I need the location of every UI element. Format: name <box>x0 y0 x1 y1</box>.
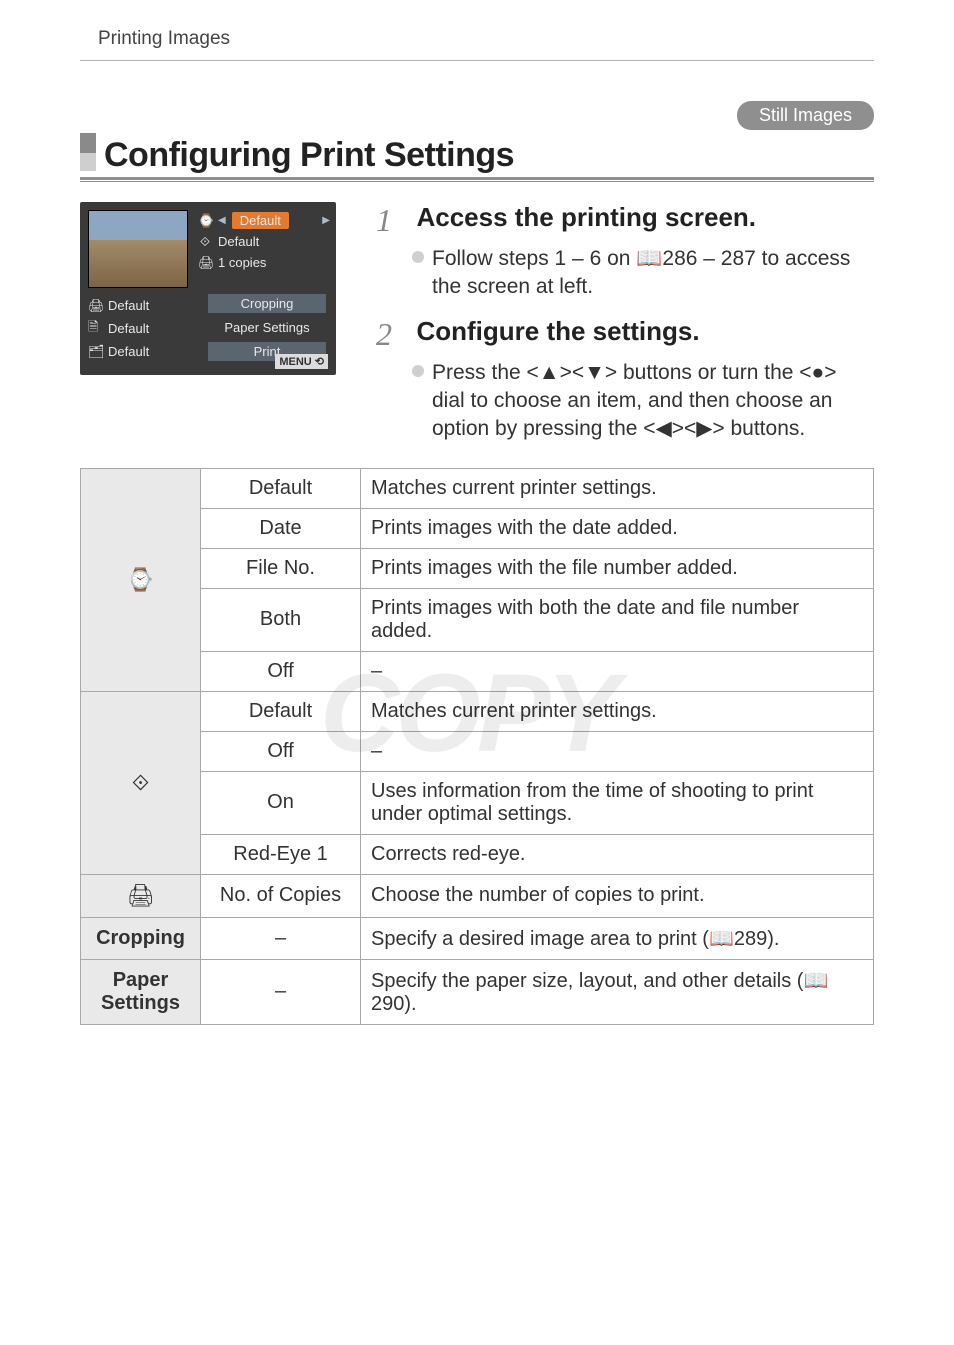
table-cell-desc: Prints images with the file number added… <box>361 548 874 588</box>
table-cell-desc: Specify the paper size, layout, and othe… <box>361 959 874 1024</box>
table-cell-label: Default <box>201 468 361 508</box>
shot-row-copies: 🖨 1 copies <box>198 252 330 273</box>
clock-icon: ⌚ <box>198 213 212 229</box>
shot-left-row-1: 🖨 Default <box>88 294 149 317</box>
step-1-title: Access the printing screen. <box>416 202 756 232</box>
table-cell-desc: Uses information from the time of shooti… <box>361 771 874 834</box>
breadcrumb: Printing Images <box>98 28 874 50</box>
header-rule <box>80 60 874 61</box>
table-cell-label: Default <box>201 691 361 731</box>
table-cell-desc: – <box>361 731 874 771</box>
table-cell-desc: Prints images with both the date and fil… <box>361 588 874 651</box>
table-cell-desc: Corrects red-eye. <box>361 834 874 874</box>
print-screen-mockup: ⌚ ◀ Default ▶ ⟐ Default 🖨 1 copies 🖨 Def… <box>80 202 336 375</box>
table-cell-label: – <box>201 959 361 1024</box>
table-group-2-icon: ⟐ <box>81 691 201 874</box>
table-group-1-icon: ⌚ <box>81 468 201 691</box>
instructions: 1 Access the printing screen. Follow ste… <box>376 202 874 444</box>
table-cell-label: On <box>201 771 361 834</box>
table-cell-desc: – <box>361 651 874 691</box>
section-title-row: Configuring Print Settings <box>80 136 874 175</box>
shot-menu: MENU <box>275 354 328 369</box>
table-cell-desc: Prints images with the date added. <box>361 508 874 548</box>
shot-btn-paper: Paper Settings <box>208 318 326 337</box>
table-cell-desc: Specify a desired image area to print (📖… <box>361 917 874 959</box>
table-group-3-icon: 🖨 <box>81 874 201 917</box>
table-cell-label: Off <box>201 731 361 771</box>
section-underline <box>80 177 874 182</box>
table-cell-label: Date <box>201 508 361 548</box>
table-cell-label: Red-Eye 1 <box>201 834 361 874</box>
step-2-bullet: Press the <▲><▼> buttons or turn the <●>… <box>412 359 874 444</box>
step-2-num: 2 <box>376 316 412 353</box>
section-marker <box>80 133 96 171</box>
shot-btn-cropping: Cropping <box>208 294 326 313</box>
step-2-title: Configure the settings. <box>416 316 699 346</box>
shot-left-row-3: 🗂 Default <box>88 340 149 363</box>
table-cell-desc: Matches current printer settings. <box>361 468 874 508</box>
shot-row-date: ⌚ ◀ Default ▶ <box>198 210 330 231</box>
table-cell-label: – <box>201 917 361 959</box>
bullet-icon <box>412 365 424 377</box>
step-1-num: 1 <box>376 202 412 239</box>
table-cell-label: File No. <box>201 548 361 588</box>
table-cell-desc: Choose the number of copies to print. <box>361 874 874 917</box>
bullet-icon <box>412 251 424 263</box>
copies-icon: 🖨 <box>198 255 212 271</box>
table-cell-label: Both <box>201 588 361 651</box>
shot-row-optimize: ⟐ Default <box>198 231 330 252</box>
options-table: ⌚ Default Matches current printer settin… <box>80 468 874 1025</box>
table-cell-desc: Matches current printer settings. <box>361 691 874 731</box>
optimize-icon: ⟐ <box>198 234 212 250</box>
thumbnail <box>88 210 188 288</box>
table-cell-label: No. of Copies <box>201 874 361 917</box>
table-header-cropping: Cropping <box>81 917 201 959</box>
table-header-paper: Paper Settings <box>81 959 201 1024</box>
shot-left-row-2: 🗎 Default <box>88 317 149 340</box>
step-1-bullet: Follow steps 1 – 6 on 📖286 – 287 to acce… <box>412 245 874 302</box>
section-title: Configuring Print Settings <box>104 136 514 175</box>
still-images-tag: Still Images <box>737 101 874 130</box>
table-cell-label: Off <box>201 651 361 691</box>
